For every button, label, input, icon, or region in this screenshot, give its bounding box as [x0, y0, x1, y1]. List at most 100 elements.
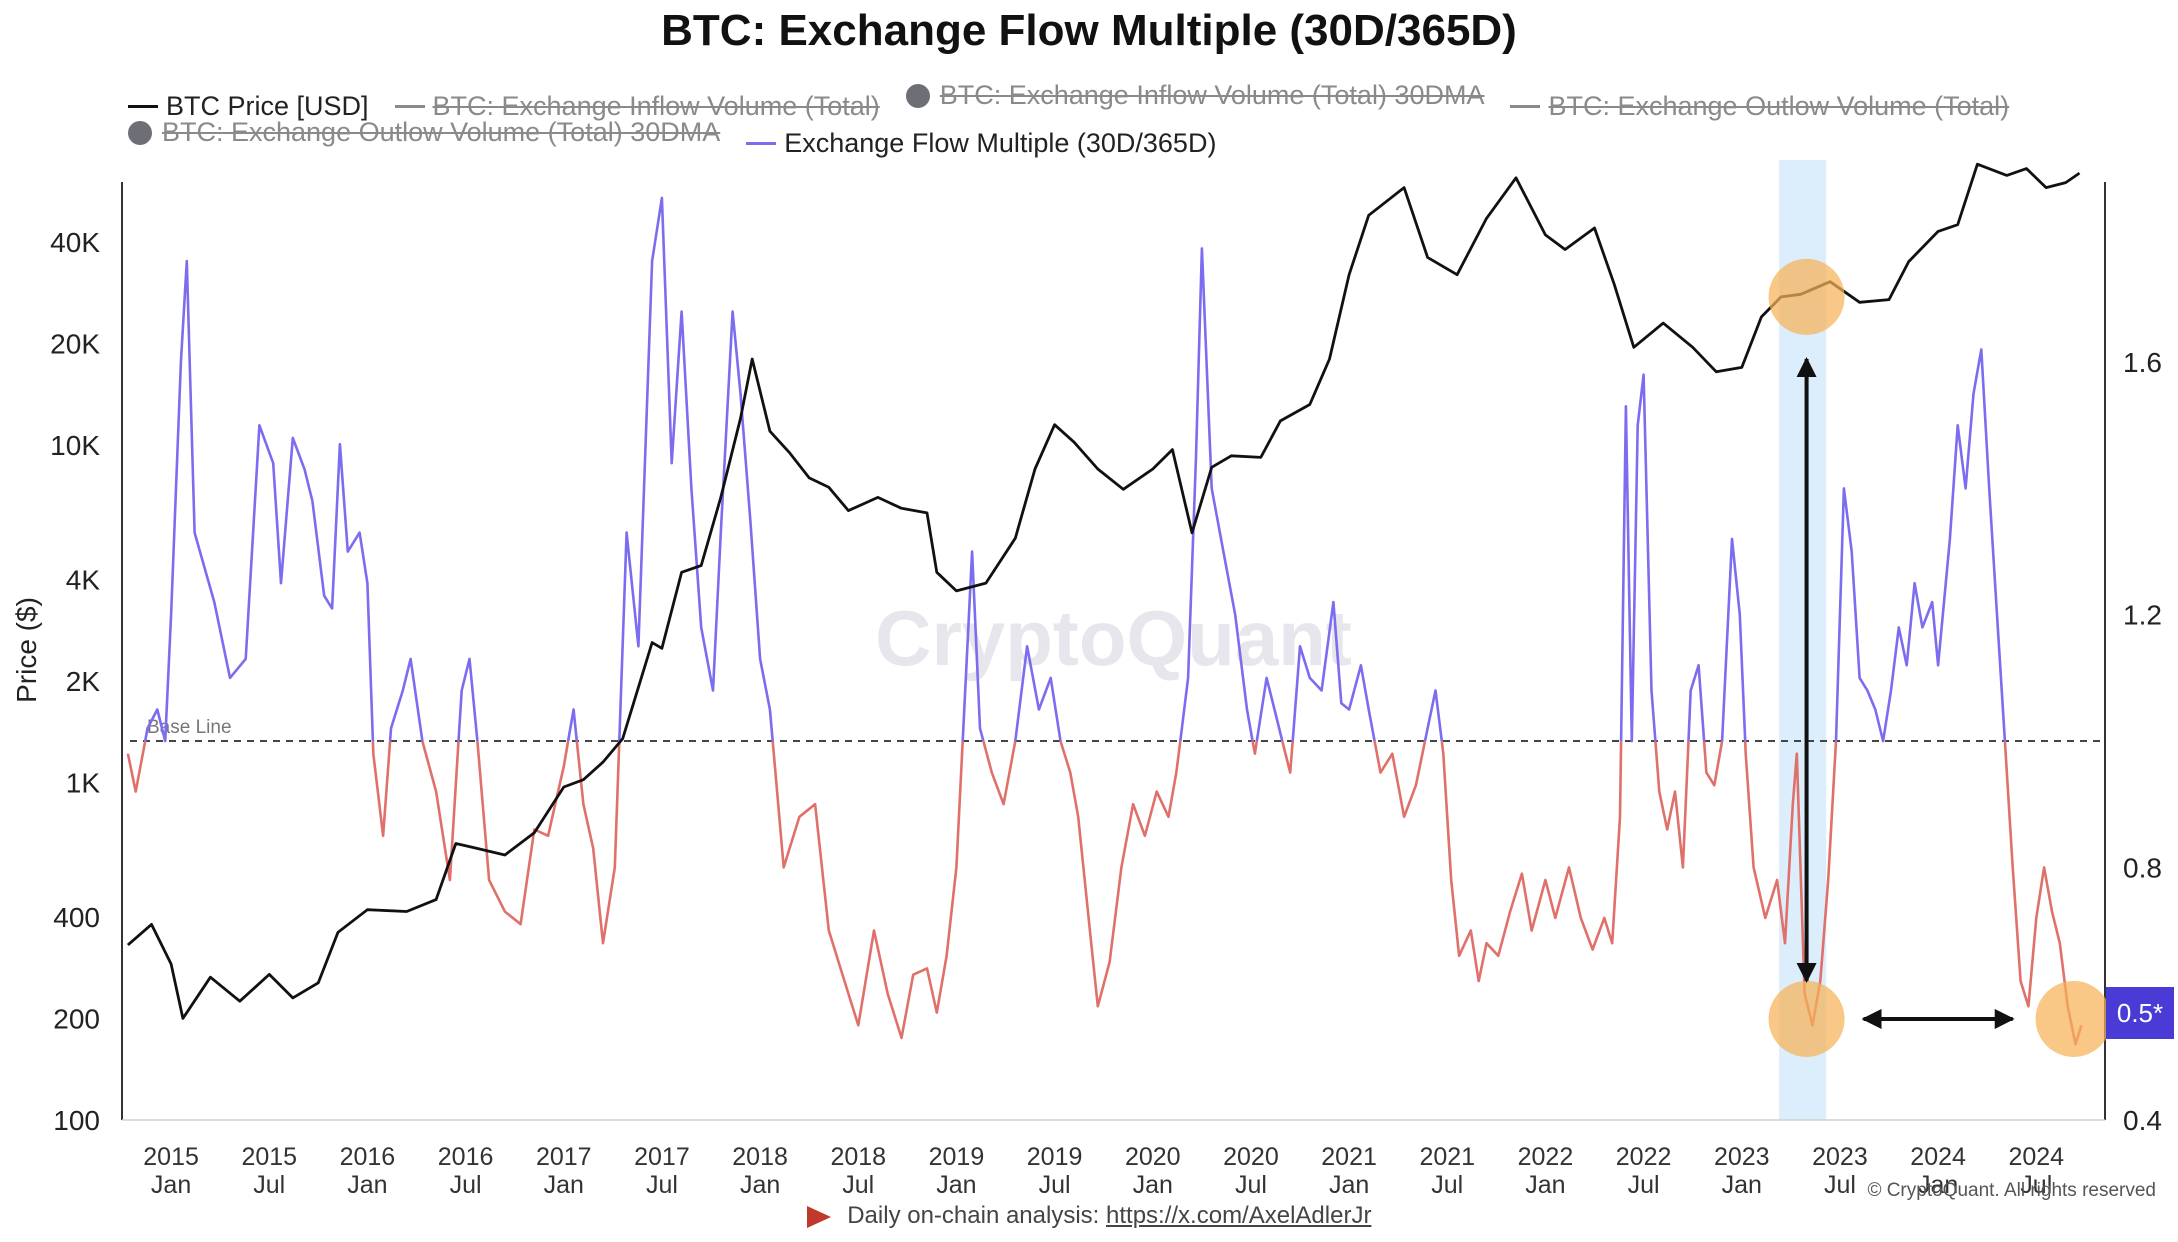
legend-item[interactable]: BTC: Exchange Inflow Volume (Total) [394, 90, 880, 122]
flow-multiple-line-above [388, 657, 424, 742]
flow-multiple-line-below [126, 740, 147, 793]
flow-multiple-line-below [1281, 740, 1294, 774]
legend-label: BTC Price [USD] [166, 90, 369, 121]
x-tick-month: Jul [1431, 1171, 1463, 1199]
x-tick-year: 2016 [438, 1143, 494, 1171]
legend-item[interactable]: BTC: Exchange Inflow Volume (Total) 30DM… [905, 80, 1484, 111]
flow-multiple-line-below [371, 741, 392, 838]
y-left-tick-label: 100 [53, 1105, 100, 1136]
current-value-badge: 0.5* [2106, 987, 2174, 1039]
flow-multiple-line-above [961, 550, 985, 742]
flow-multiple-line-above [1014, 645, 1062, 742]
flag-icon [806, 1205, 831, 1228]
x-tick-year: 2023 [1812, 1143, 1868, 1171]
flow-multiple-line-above [618, 196, 774, 742]
x-tick-year: 2022 [1616, 1143, 1672, 1171]
x-tick-month: Jul [842, 1171, 874, 1199]
flow-multiple-line-above [566, 708, 579, 742]
x-tick-year: 2015 [241, 1143, 297, 1171]
legend-row-1: BTC Price [USD] BTC: Exchange Inflow Volu… [128, 80, 2035, 122]
x-tick-month: Jan [347, 1171, 387, 1199]
y-left-tick-label: 2K [66, 666, 101, 697]
legend-item[interactable]: BTC: Exchange Outlow Volume (Total) [1510, 91, 2009, 122]
chart-title: BTC: Exchange Flow Multiple (30D/365D) [661, 6, 1517, 55]
y-right-tick-label: 0.4 [2123, 1105, 2162, 1136]
x-tick-year: 2019 [1027, 1143, 1083, 1171]
flow-multiple-line-above [143, 259, 375, 743]
highlight-circle [2035, 980, 2112, 1057]
x-tick-year: 2016 [340, 1143, 396, 1171]
y-left-tick-label: 4K [66, 564, 101, 595]
flow-multiple-line-below [1743, 741, 1838, 1027]
flow-multiple-line-below [1654, 740, 1690, 869]
flow-multiple-line-above [1687, 664, 1706, 742]
x-tick-year: 2020 [1125, 1143, 1181, 1171]
legend-row-2: BTC: Exchange Outlow Volume (Total) 30DM… [128, 117, 1242, 159]
flow-multiple-line-below [1702, 740, 1724, 787]
legend-item[interactable]: Exchange Flow Multiple (30D/365D) [746, 128, 1216, 159]
baseline-label: Base Line [147, 717, 232, 738]
legend-dot-icon [905, 83, 930, 108]
x-tick-year: 2022 [1518, 1143, 1574, 1171]
y-axis-title: Price ($) [11, 597, 42, 703]
legend-line-icon [1510, 104, 1541, 108]
x-tick-month: Jul [1039, 1171, 1071, 1199]
y-left-tick-label: 1K [66, 768, 101, 799]
legend-label: Exchange Flow Multiple (30D/365D) [784, 127, 1217, 158]
x-tick-month: Jan [1329, 1171, 1369, 1199]
y-left-tick-label: 200 [53, 1003, 100, 1034]
x-tick-month: Jul [1824, 1171, 1856, 1199]
highlight-circle [1768, 258, 1845, 335]
x-tick-year: 2024 [2008, 1143, 2064, 1171]
flow-multiple-line-above [457, 657, 479, 742]
x-tick-month: Jan [1133, 1171, 1173, 1199]
flow-multiple-line-below [575, 740, 621, 945]
watermark: CryptoQuant [875, 594, 1352, 682]
x-tick-year: 2021 [1419, 1143, 1475, 1171]
x-tick-month: Jul [1235, 1171, 1267, 1199]
y-left-tick-label: 20K [50, 329, 100, 360]
x-tick-month: Jul [646, 1171, 678, 1199]
footer: Daily on-chain analysis: https://x.com/A… [0, 1202, 2178, 1230]
btc-price-line [126, 162, 2081, 1020]
y-right-tick-label: 1.2 [2123, 600, 2162, 631]
flow-multiple-line-above [1720, 537, 1747, 742]
flow-multiple-line-below [982, 740, 1017, 806]
x-tick-year: 2024 [1910, 1143, 1966, 1171]
flow-multiple-line-below [421, 740, 460, 882]
legend-dot-icon [128, 120, 152, 145]
x-tick-year: 2015 [143, 1143, 199, 1171]
x-tick-year: 2018 [830, 1143, 886, 1171]
x-tick-month: Jan [151, 1171, 191, 1199]
legend-item[interactable]: BTC Price [USD] [128, 91, 369, 122]
x-tick-year: 2018 [732, 1143, 788, 1171]
highlight-circle [1768, 980, 1845, 1057]
x-tick-year: 2021 [1321, 1143, 1377, 1171]
legend-label: BTC: Exchange Inflow Volume (Total) [432, 90, 880, 121]
x-tick-month: Jul [253, 1171, 285, 1199]
flow-multiple-line-above [1834, 348, 2007, 743]
x-tick-month: Jul [2020, 1171, 2052, 1199]
y-left-tick-label: 10K [50, 430, 100, 461]
legend-line-icon [394, 104, 425, 108]
flow-multiple-line-above [1255, 676, 1284, 742]
flow-multiple-line-below [1059, 740, 1182, 1008]
y-right-tick-label: 0.8 [2123, 852, 2162, 883]
x-tick-month: Jan [1722, 1171, 1762, 1199]
flow-multiple-line-below [476, 740, 570, 926]
x-tick-month: Jan [1918, 1171, 1958, 1199]
y-right-tick-label: 1.6 [2123, 347, 2162, 378]
legend-line-icon [128, 104, 158, 108]
x-tick-month: Jan [936, 1171, 976, 1199]
flow-multiple-line-above [1291, 600, 1376, 742]
x-tick-year: 2023 [1714, 1143, 1770, 1171]
flow-multiple-line-below [1440, 740, 1623, 983]
flow-multiple-line-above [1423, 689, 1444, 742]
flow-multiple-line-above [1179, 247, 1254, 742]
legend-item[interactable]: BTC: Exchange Outlow Volume (Total) 30DM… [128, 117, 720, 148]
legend-line-icon [746, 141, 777, 145]
footer-link[interactable]: https://x.com/AxelAdlerJr [1106, 1202, 1372, 1229]
x-tick-year: 2017 [536, 1143, 592, 1171]
x-tick-month: Jan [544, 1171, 584, 1199]
